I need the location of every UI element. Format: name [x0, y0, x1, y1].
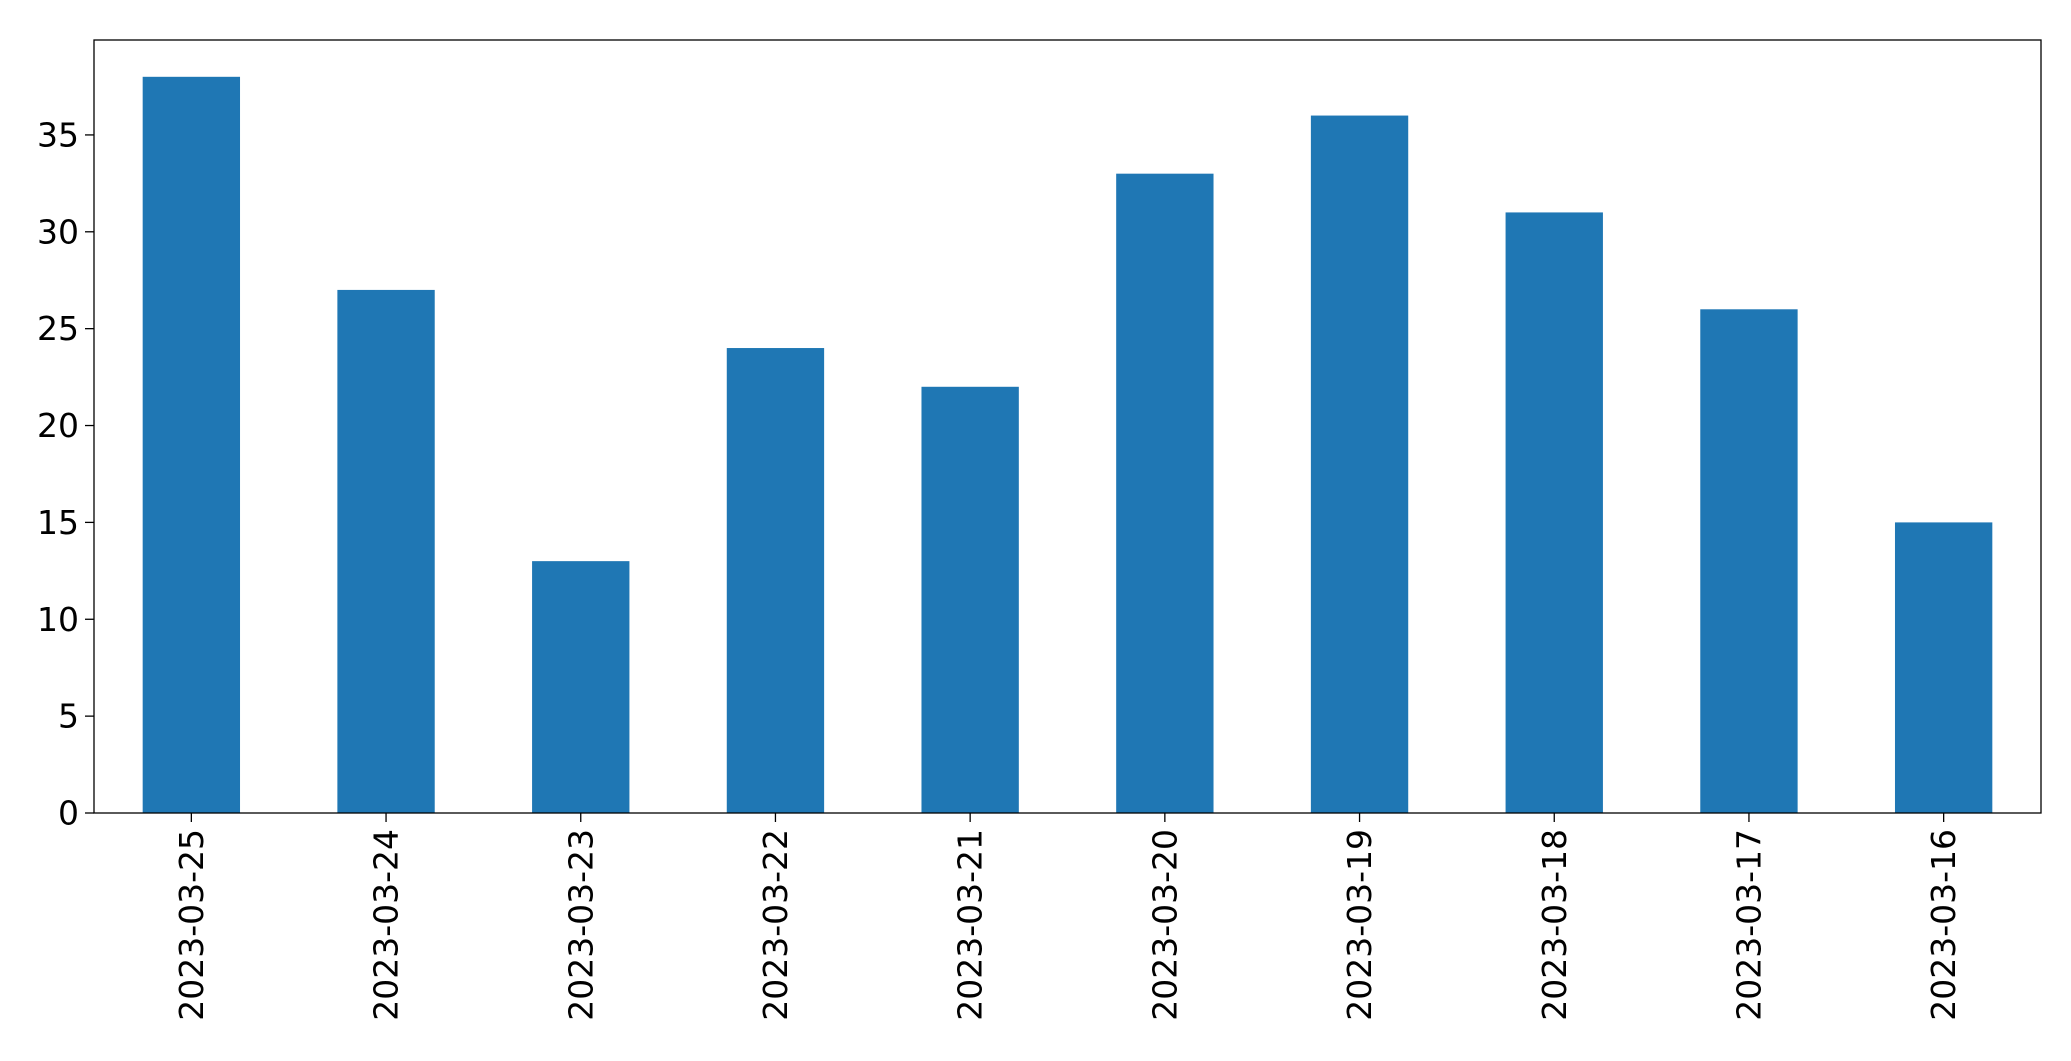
- y-tick-label: 25: [37, 309, 79, 348]
- y-tick-label: 5: [58, 697, 79, 736]
- bar-2023-03-23: [532, 561, 630, 813]
- bar-2023-03-22: [726, 348, 825, 813]
- x-tick-label: 2023-03-17: [1729, 829, 1768, 1021]
- y-tick-label: 15: [37, 503, 79, 542]
- bar-2023-03-19: [1310, 115, 1409, 813]
- x-tick-label: 2023-03-21: [951, 829, 990, 1021]
- y-tick-label: 10: [37, 600, 79, 639]
- x-axis: 2023-03-25 2023-03-24 2023-03-23 2023-03-22…: [172, 813, 1963, 1021]
- bar-2023-03-25: [142, 76, 241, 814]
- y-tick-label: 35: [37, 115, 79, 154]
- x-tick-label: 2023-03-23: [561, 829, 600, 1021]
- x-tick-label: 2023-03-22: [756, 829, 795, 1021]
- y-axis: 0 5 10 15 20 25 30 35: [37, 115, 94, 833]
- x-tick-label: 2023-03-25: [172, 829, 211, 1021]
- bar-2023-03-16: [1894, 522, 1993, 813]
- y-tick-label: 30: [37, 212, 79, 251]
- bar-2023-03-24: [337, 289, 435, 813]
- bar-2023-03-17: [1700, 309, 1798, 813]
- bar-2023-03-18: [1505, 212, 1603, 813]
- x-tick-label: 2023-03-19: [1340, 829, 1379, 1021]
- bar-2023-03-20: [1116, 173, 1214, 813]
- x-tick-label: 2023-03-20: [1145, 829, 1184, 1021]
- x-tick-label: 2023-03-18: [1535, 829, 1574, 1021]
- plot-frame: [93, 39, 2042, 814]
- bars-group: [142, 76, 1993, 814]
- bar-2023-03-21: [921, 386, 1019, 813]
- x-tick-label: 2023-03-16: [1924, 829, 1963, 1021]
- y-tick-label: 0: [58, 794, 79, 833]
- x-tick-label: 2023-03-24: [367, 829, 406, 1021]
- y-tick-label: 20: [37, 406, 79, 445]
